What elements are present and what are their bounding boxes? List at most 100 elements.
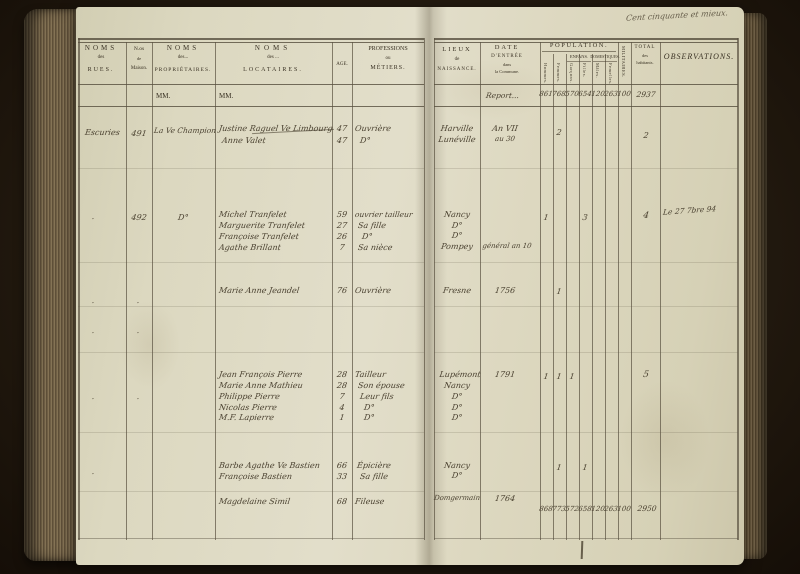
entry-profession: Ouvrière [354, 286, 392, 295]
grid-line-h [78, 106, 424, 107]
entry-birthplace: Domgermain [433, 494, 481, 502]
entry-date: 1756 [494, 286, 516, 295]
grid-line-h [434, 306, 738, 307]
entry-name: Barbe Agathe Ve Bastien [218, 461, 321, 470]
header-professions: PROFESSIONS [368, 46, 408, 52]
entry-street: Escuries [84, 128, 121, 137]
entry-age: 28 [336, 381, 348, 390]
grid-line-h [78, 352, 424, 353]
entry-profession: Leur fils [359, 392, 395, 401]
entry-name: Françoise Tranfelet [218, 232, 300, 241]
entry-birthplace: D° [451, 413, 463, 422]
entry-name: Philippe Pierre [218, 392, 281, 401]
header-total: TOTAL [634, 45, 656, 50]
entry-birthplace: Lunéville [437, 135, 477, 144]
paper-stain [430, 60, 550, 120]
grid-line-h [434, 538, 738, 539]
entry-age: 68 [336, 497, 348, 506]
header-proprietaires: NOMS [166, 44, 200, 52]
entry-birthplace: Nancy [443, 210, 471, 219]
entry-name: Marguerite Tranfelet [218, 221, 306, 230]
grid-line-v [566, 54, 567, 540]
book-page-stack-right [742, 13, 767, 559]
grid-line-v [424, 38, 425, 540]
entry-name: Marie Anne Jeandel [218, 286, 300, 295]
grid-line-v [332, 42, 333, 540]
header-total: habitants. [636, 60, 654, 65]
entry-profession: Sa nièce [357, 243, 394, 252]
header-militaires: MILITAIRES. [621, 46, 626, 78]
entry-date: général an 10 [481, 242, 533, 250]
paper-stain [620, 380, 710, 500]
paper-stain [120, 300, 180, 390]
grid-line-v [553, 54, 554, 540]
header-pop-filles: Filles. [582, 63, 587, 78]
grid-line-h [78, 262, 424, 263]
entry-birthplace: Pompey [440, 242, 474, 251]
book-gutter-shadow [415, 7, 447, 565]
open-page-spread [76, 7, 744, 565]
header-total: des [642, 53, 648, 58]
total-value: 100 [616, 505, 632, 513]
grid-line-h [434, 352, 738, 353]
entry-birthplace: Nancy [443, 461, 471, 470]
entry-date: 1764 [494, 494, 516, 503]
entry-profession: D° [363, 413, 376, 422]
report-value: 100 [616, 90, 632, 98]
entry-profession: Épicière [356, 461, 392, 470]
grid-line-v [434, 38, 435, 540]
grid-line-h [434, 84, 738, 85]
grid-line-h [434, 38, 738, 40]
header-observations: OBSERVATIONS. [663, 52, 735, 61]
entry-profession: Fileuse [354, 497, 386, 506]
entry-age: 66 [336, 461, 348, 470]
pop-total: 4 [642, 211, 650, 221]
header-proprietaires: des... [177, 55, 189, 60]
header-pop-garcons: Garçons. [569, 63, 574, 84]
grid-line-v [660, 42, 661, 540]
header-proprietaires: PROPRIÉTAIRES. [154, 67, 212, 73]
header-maison: Maison. [130, 66, 148, 71]
header-date-entree: la Commune. [494, 69, 520, 74]
entry-age: 33 [336, 472, 348, 481]
grid-line-v [579, 54, 580, 540]
entry-proprietor: D° [177, 213, 190, 222]
entry-profession: D° [361, 232, 374, 241]
entry-profession: Son épouse [357, 381, 406, 390]
entry-name: Marie Anne Mathieu [218, 381, 304, 390]
header-age: AGE. [336, 62, 348, 67]
entry-birthplace: Lupémont [438, 370, 482, 379]
grid-line-h [78, 538, 424, 539]
entry-date: 1791 [494, 370, 516, 379]
entry-name: Jean François Pierre [218, 370, 303, 379]
header-professions: ou [385, 56, 391, 61]
header-lieux: LIEUX [442, 46, 472, 53]
entry-name: Agathe Brillant [218, 243, 282, 252]
grid-line-v [78, 38, 80, 540]
header-locataires: LOCATAIRES. [243, 67, 303, 73]
header-maison: de [136, 56, 142, 61]
header-professions: MÉTIERS. [370, 65, 406, 71]
entry-date: au 30 [494, 135, 516, 143]
header-maison: N.os [133, 46, 145, 52]
grid-line-h [78, 306, 424, 307]
entry-age: 28 [336, 370, 348, 379]
grid-line-v [737, 38, 739, 540]
header-locataires: NOMS [254, 44, 292, 52]
entry-name: Anne Valet [221, 136, 267, 145]
entry-age: 47 [336, 136, 348, 145]
header-lieux: de [454, 57, 460, 62]
grid-line-h [434, 432, 738, 433]
grid-line-h [434, 262, 738, 263]
header-date-entree: D'ENTRÉE [491, 54, 523, 59]
grid-line-v [480, 42, 481, 540]
entry-birthplace: Fresne [442, 286, 472, 295]
header-lieux: NAISSANCE. [437, 67, 477, 72]
grid-line-h [78, 84, 424, 85]
entry-name: Michel Tranfelet [218, 210, 288, 219]
grid-line-v [152, 42, 153, 540]
entry-age: 47 [336, 124, 348, 133]
grid-line-h [78, 432, 424, 433]
pop-total: 5 [642, 370, 650, 380]
report-total: 2937 [635, 90, 657, 99]
